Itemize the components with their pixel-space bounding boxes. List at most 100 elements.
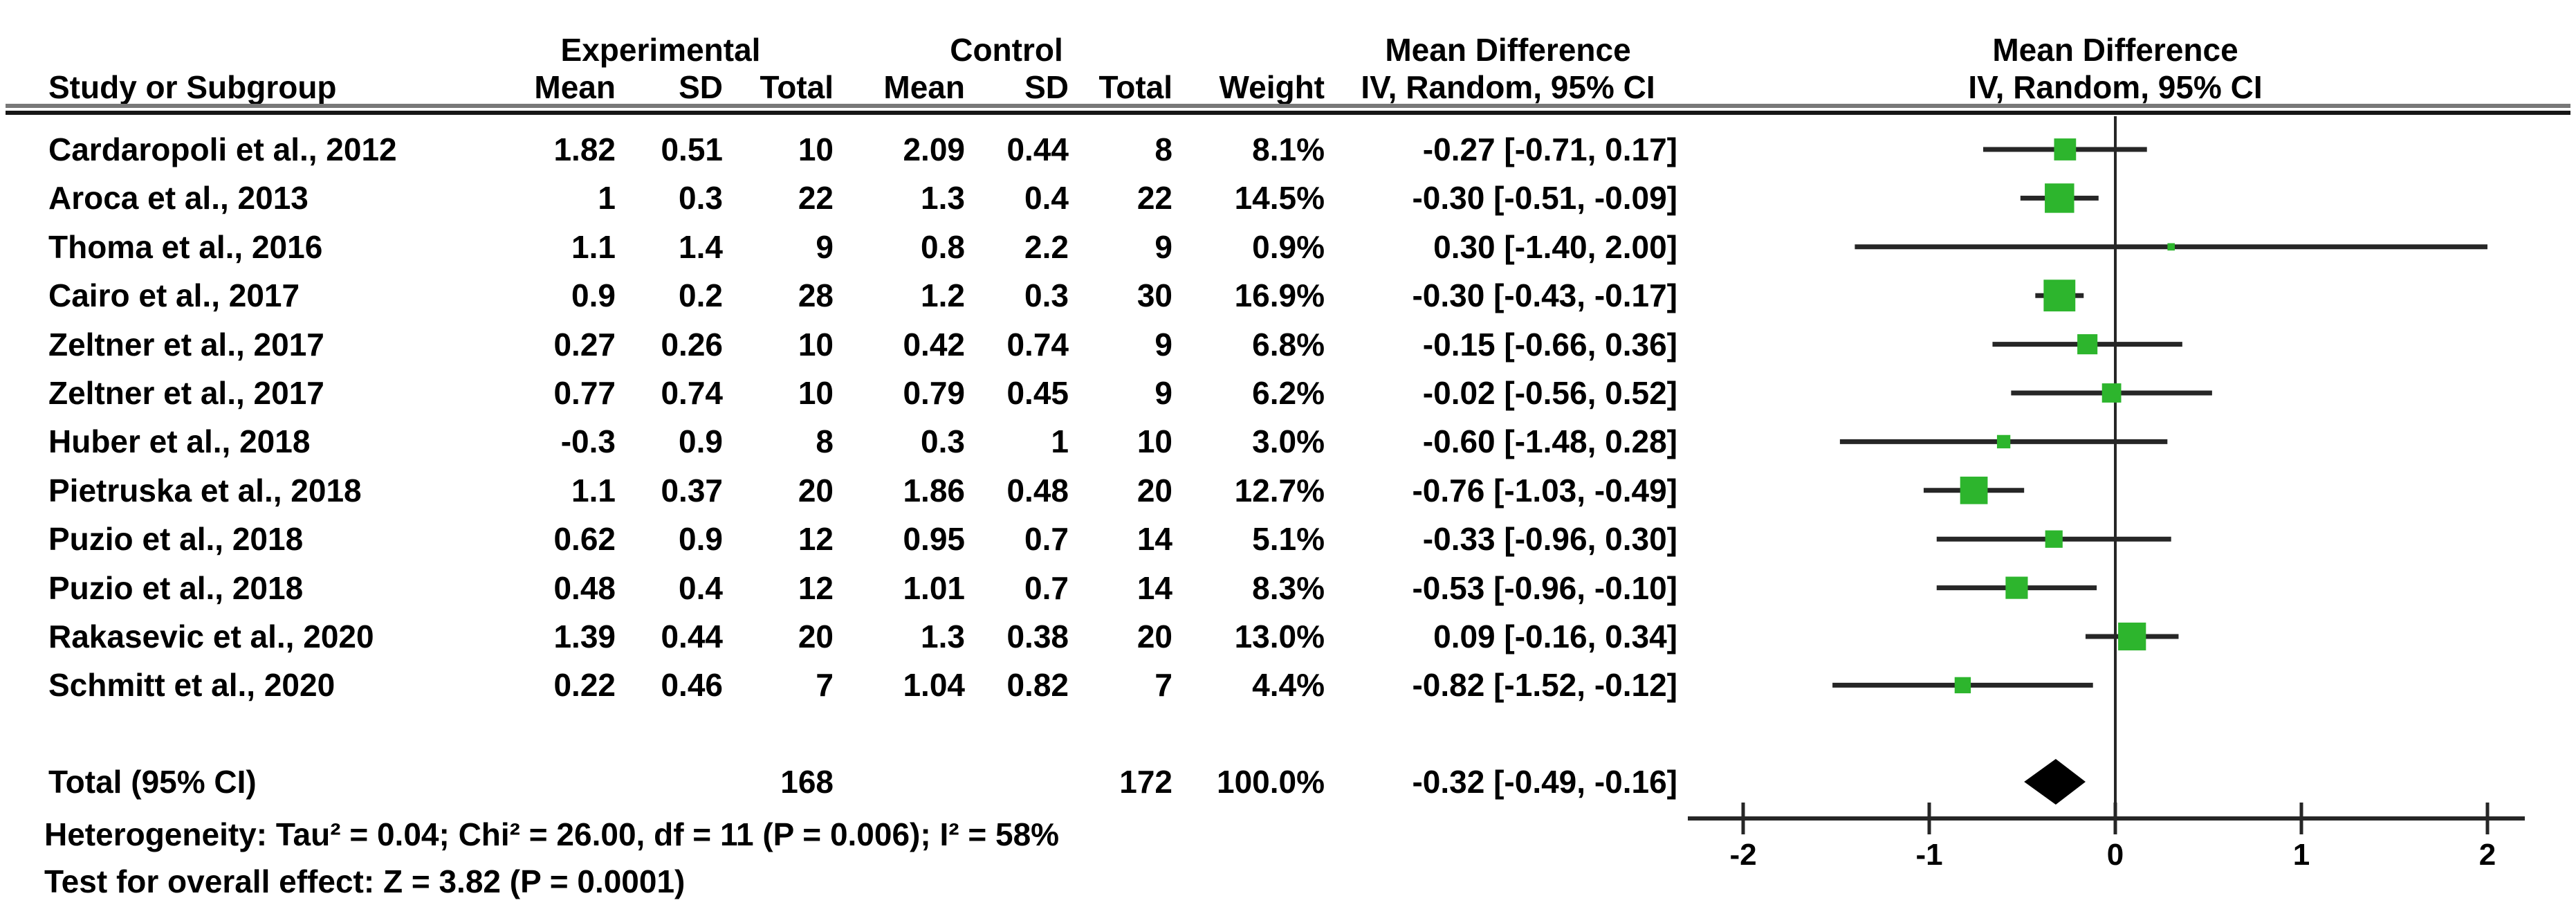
ctrl-mean-cell: 1.04 <box>903 667 965 704</box>
exp-total-cell: 20 <box>798 472 834 509</box>
exp-mean-cell: 1.1 <box>571 228 616 265</box>
study-label: Rakasevic et al., 2020 <box>48 619 374 654</box>
md-ci-cell: -0.30 [-0.43, -0.17] <box>1412 277 1677 314</box>
study-label: Huber et al., 2018 <box>48 423 311 460</box>
axis-tick-label: 1 <box>2293 838 2310 872</box>
md-ci-cell: -0.53 [-0.96, -0.10] <box>1412 569 1677 606</box>
md-text-header-subtitle: IV, Random, 95% CI <box>1361 69 1655 105</box>
md-text-header-title: Mean Difference <box>1385 32 1631 68</box>
study-label: Cardaropoli et al., 2012 <box>48 131 397 167</box>
exp-mean-cell: 1 <box>598 180 616 217</box>
weight-cell: 5.1% <box>1252 521 1325 558</box>
ctrl-mean-cell: 0.42 <box>903 326 965 363</box>
axis-tick-label: 2 <box>2479 838 2496 872</box>
md-ci-cell: -0.27 [-0.71, 0.17] <box>1422 131 1677 167</box>
ctrl-sd-cell: 0.82 <box>1006 667 1069 704</box>
ctrl-mean-cell: 1.3 <box>921 180 965 217</box>
exp-sd-cell: 0.51 <box>661 131 723 167</box>
effect-marker <box>1954 677 1971 694</box>
total-weight: 100.0% <box>1216 764 1325 800</box>
weight-cell: 0.9% <box>1252 228 1325 265</box>
ctrl-mean-cell: 1.86 <box>903 472 965 509</box>
ctrl-total-cell: 14 <box>1137 521 1172 558</box>
weight-cell: 12.7% <box>1234 472 1325 509</box>
ctrl-sd-cell: 1 <box>1051 423 1069 460</box>
md-ci-cell: -0.33 [-0.96, 0.30] <box>1422 521 1677 558</box>
ctrl-total-header: Total <box>1098 69 1172 105</box>
heterogeneity-note: Heterogeneity: Tau² = 0.04; Chi² = 26.00… <box>44 816 1060 852</box>
ctrl-sd-cell: 0.74 <box>1006 326 1069 363</box>
axis-tick-label: -1 <box>1915 838 1942 872</box>
ctrl-mean-cell: 0.79 <box>903 375 965 411</box>
exp-sd-cell: 0.9 <box>679 521 723 558</box>
exp-total-cell: 10 <box>798 326 834 363</box>
ctrl-mean-cell: 1.2 <box>921 277 965 314</box>
ctrl-sd-header: SD <box>1024 69 1069 105</box>
exp-total-cell: 8 <box>816 423 834 460</box>
exp-sd-cell: 0.9 <box>679 423 723 460</box>
overall-effect-note: Test for overall effect: Z = 3.82 (P = 0… <box>44 863 686 899</box>
exp-sd-cell: 0.37 <box>661 472 723 509</box>
axis-tick-label: -2 <box>1729 838 1756 872</box>
exp-mean-cell: 0.48 <box>553 569 616 606</box>
exp-total-cell: 12 <box>798 521 834 558</box>
effect-marker <box>2043 280 2076 312</box>
total-diamond <box>2024 759 2086 805</box>
ctrl-sd-cell: 0.7 <box>1024 569 1069 606</box>
weight-cell: 8.3% <box>1252 569 1325 606</box>
weight-cell: 6.2% <box>1252 375 1325 411</box>
header-rule <box>6 104 2570 116</box>
control-group-header: Control <box>950 32 1063 68</box>
effect-marker <box>1960 476 1988 504</box>
effect-marker <box>2045 183 2074 213</box>
exp-total-cell: 12 <box>798 569 834 606</box>
exp-total-cell: 9 <box>816 228 834 265</box>
study-label: Zeltner et al., 2017 <box>48 375 324 411</box>
ctrl-sd-cell: 0.38 <box>1006 619 1069 654</box>
weight-cell: 6.8% <box>1252 326 1325 363</box>
total-exp-total: 168 <box>780 764 834 800</box>
study-column-header: Study or Subgroup <box>48 69 337 105</box>
exp-sd-cell: 0.4 <box>679 569 723 606</box>
ctrl-total-cell: 10 <box>1137 423 1172 460</box>
exp-sd-cell: 1.4 <box>679 228 723 265</box>
effect-marker <box>2054 138 2077 161</box>
exp-sd-cell: 0.74 <box>661 375 723 411</box>
md-ci-cell: -0.60 [-1.48, 0.28] <box>1422 423 1677 460</box>
total-md-ci-text: -0.32 [-0.49, -0.16] <box>1412 764 1677 800</box>
study-label: Schmitt et al., 2020 <box>48 667 335 704</box>
ctrl-total-cell: 20 <box>1137 619 1172 654</box>
exp-total-cell: 28 <box>798 277 834 314</box>
study-label: Aroca et al., 2013 <box>48 180 309 217</box>
md-ci-cell: 0.30 [-1.40, 2.00] <box>1433 228 1677 265</box>
exp-mean-cell: 0.9 <box>571 277 616 314</box>
exp-sd-cell: 0.3 <box>679 180 723 217</box>
effect-marker <box>2005 576 2028 599</box>
exp-sd-cell: 0.2 <box>679 277 723 314</box>
ctrl-mean-header: Mean <box>883 69 965 105</box>
exp-sd-header: SD <box>679 69 723 105</box>
axis-tick-label: 0 <box>2107 838 2124 872</box>
exp-mean-cell: 1.39 <box>553 619 616 654</box>
study-label: Puzio et al., 2018 <box>48 521 304 558</box>
weight-cell: 4.4% <box>1252 667 1325 704</box>
md-plot-header-subtitle: IV, Random, 95% CI <box>1968 69 2263 105</box>
ctrl-sd-cell: 0.44 <box>1006 131 1069 167</box>
exp-total-cell: 10 <box>798 375 834 411</box>
ctrl-total-cell: 7 <box>1154 667 1172 704</box>
effect-marker <box>2118 622 2146 651</box>
ctrl-sd-cell: 0.7 <box>1024 521 1069 558</box>
ctrl-mean-cell: 0.3 <box>921 423 965 460</box>
ctrl-sd-cell: 0.4 <box>1024 180 1069 217</box>
ctrl-mean-cell: 0.8 <box>921 228 965 265</box>
exp-total-cell: 20 <box>798 619 834 654</box>
effect-marker <box>2077 334 2098 355</box>
exp-sd-cell: 0.44 <box>661 619 723 654</box>
study-label: Puzio et al., 2018 <box>48 569 304 606</box>
ctrl-total-cell: 30 <box>1137 277 1172 314</box>
md-plot-header-title: Mean Difference <box>1992 32 2238 68</box>
ctrl-total-cell: 20 <box>1137 472 1172 509</box>
ctrl-total-cell: 8 <box>1154 131 1172 167</box>
weight-cell: 8.1% <box>1252 131 1325 167</box>
